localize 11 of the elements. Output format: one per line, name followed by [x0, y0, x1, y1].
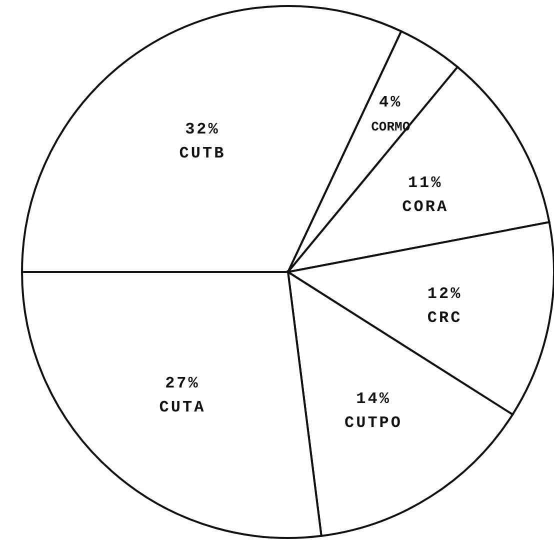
slice-label: CUTB — [179, 144, 226, 162]
data-label: 12% — [427, 284, 462, 303]
data-label: 11% — [408, 174, 443, 192]
slice-label: CUTA — [159, 398, 206, 417]
data-label: 4% — [379, 93, 402, 112]
data-label: 32% — [185, 120, 220, 138]
data-label: 27% — [165, 374, 200, 393]
slice-label: CORA — [402, 198, 449, 216]
data-label: 14% — [356, 390, 391, 408]
slice-label: CUTPO — [344, 414, 403, 432]
slice-label: CRC — [427, 308, 462, 327]
